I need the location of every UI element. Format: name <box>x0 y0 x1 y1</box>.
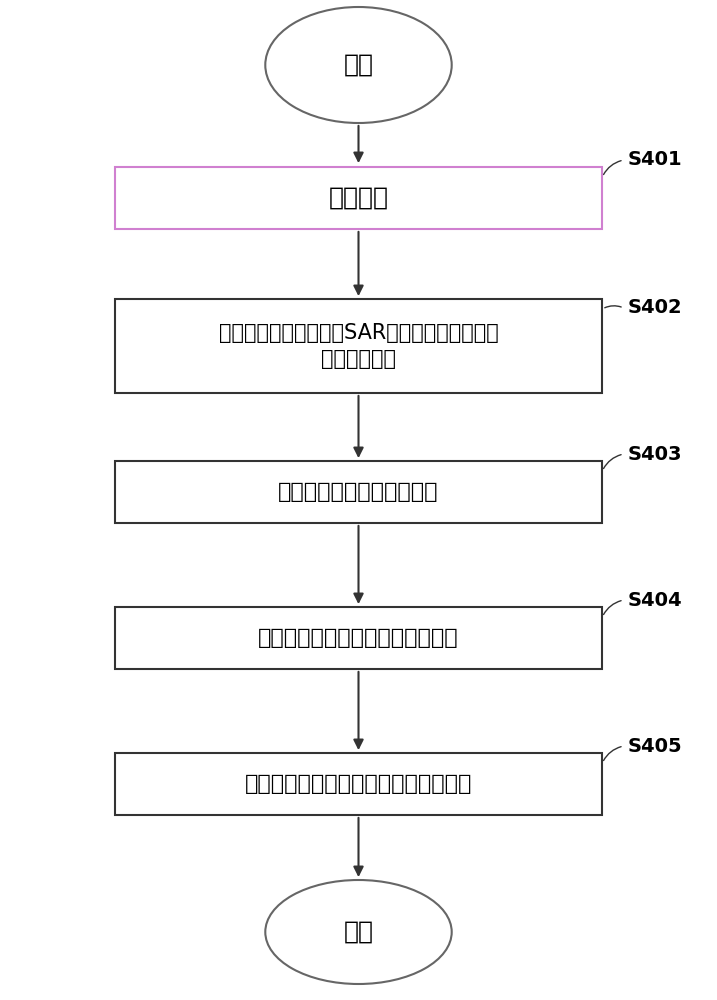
Bar <box>115 607 602 669</box>
Text: S402: S402 <box>627 298 682 317</box>
FancyArrowPatch shape <box>604 747 621 761</box>
Bar <box>115 461 602 523</box>
Ellipse shape <box>265 880 452 984</box>
Bar <box>115 299 602 393</box>
Text: S404: S404 <box>627 590 682 610</box>
Text: 结束: 结束 <box>343 920 374 944</box>
Bar <box>115 753 602 815</box>
Text: 多视处理: 多视处理 <box>328 186 389 210</box>
FancyArrowPatch shape <box>604 455 621 469</box>
Text: 开始: 开始 <box>343 53 374 77</box>
Text: 将地物用三分量极进行描述: 将地物用三分量极进行描述 <box>278 482 439 502</box>
Ellipse shape <box>265 7 452 123</box>
Text: S401: S401 <box>627 150 682 169</box>
Text: 构造描述地物之间差别的三维距离: 构造描述地物之间差别的三维距离 <box>258 628 459 648</box>
Text: S403: S403 <box>627 444 682 464</box>
FancyArrowPatch shape <box>604 161 621 175</box>
FancyArrowPatch shape <box>604 306 621 308</box>
FancyArrowPatch shape <box>604 601 621 615</box>
Text: S405: S405 <box>627 736 682 756</box>
Text: 三维距离融合作为地物分类的判别准则: 三维距离融合作为地物分类的判别准则 <box>244 774 473 794</box>
Bar <box>115 167 602 229</box>
Text: 根据先验信息在全极化SAR图像极化相干矩阵中
选择两类地物: 根据先验信息在全极化SAR图像极化相干矩阵中 选择两类地物 <box>219 323 498 369</box>
